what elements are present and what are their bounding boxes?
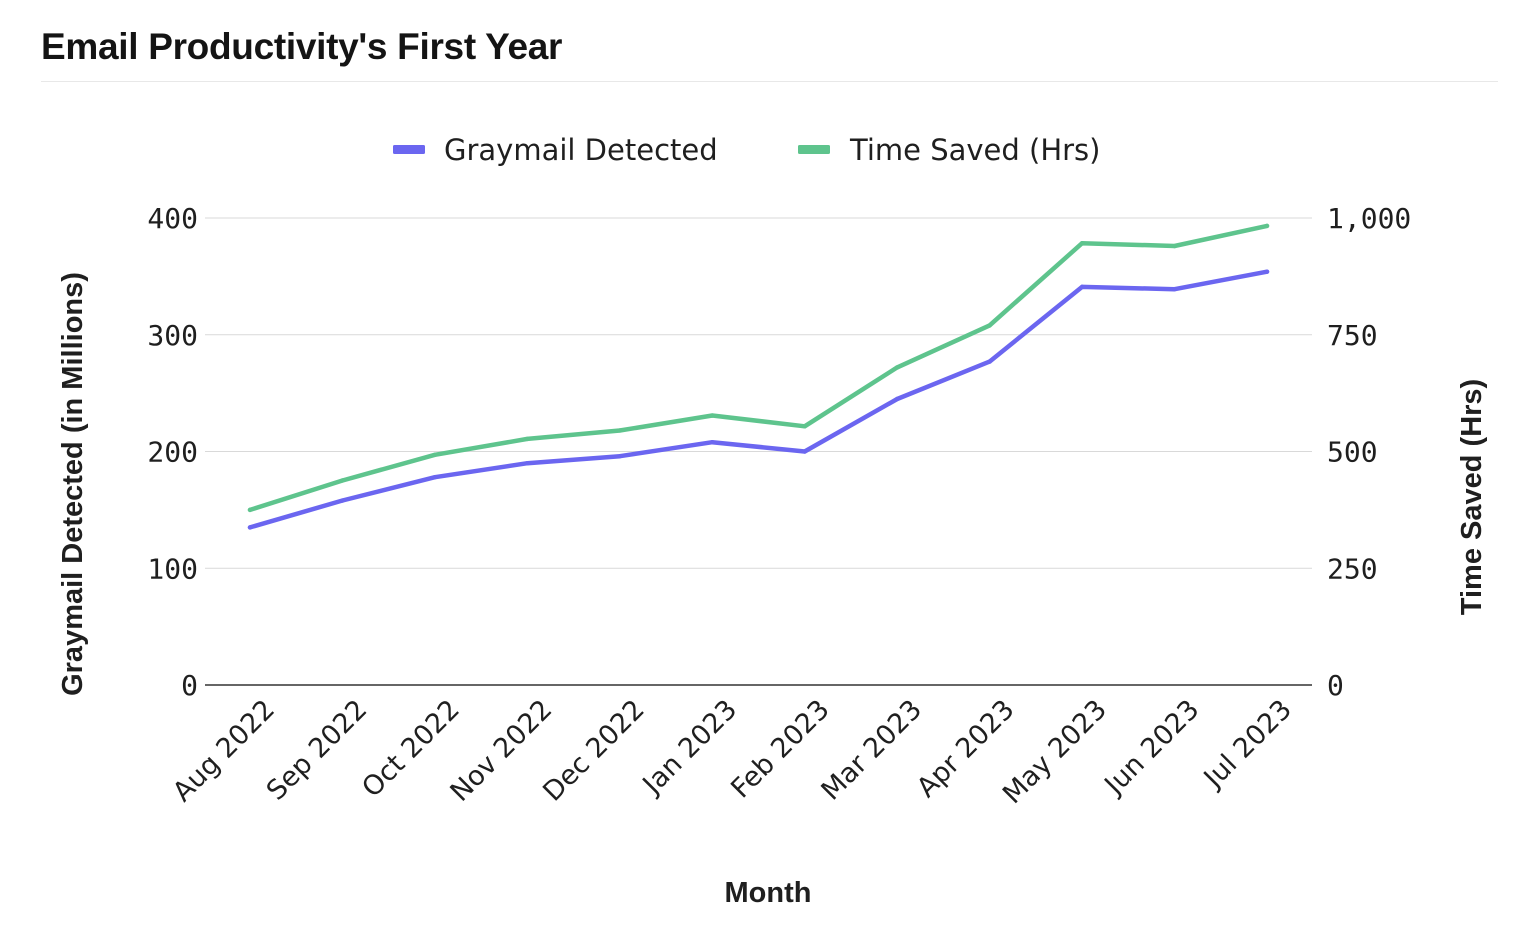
x-tick-label: Jul 2023 xyxy=(1197,694,1298,795)
data-point xyxy=(1264,269,1270,274)
grid-lines xyxy=(205,217,1312,686)
data-point xyxy=(1079,241,1085,246)
y2-tick-label: 250 xyxy=(1327,552,1378,585)
data-point xyxy=(802,449,807,454)
data-point xyxy=(432,474,438,480)
data-point xyxy=(894,396,900,402)
series-line-1 xyxy=(247,223,1270,513)
data-point xyxy=(802,424,807,429)
y-tick-label: 300 xyxy=(147,319,198,352)
data-point xyxy=(525,436,530,442)
x-tick-label: Aug 2022 xyxy=(167,694,281,808)
right-axis-ticks: 0 250 500 750 1,000 xyxy=(1327,202,1411,702)
data-point xyxy=(1264,223,1270,229)
data-point xyxy=(1079,284,1085,290)
left-axis-ticks: 0 100 200 300 400 xyxy=(147,202,198,702)
y-axis-title: Graymail Detected (in Millions) xyxy=(57,272,89,696)
data-point xyxy=(247,507,253,513)
y-tick-label: 0 xyxy=(181,669,198,702)
data-point xyxy=(1172,287,1177,292)
data-point xyxy=(1172,243,1177,249)
legend-swatch xyxy=(393,145,425,154)
y-tick-label: 400 xyxy=(147,202,198,235)
y2-tick-label: 750 xyxy=(1327,319,1378,352)
x-axis-title: Month xyxy=(725,877,812,909)
title-divider xyxy=(41,81,1498,82)
legend-label: Graymail Detected xyxy=(444,133,718,167)
legend-swatch xyxy=(798,145,830,154)
data-point xyxy=(340,498,345,503)
series-lines xyxy=(247,223,1270,530)
data-point xyxy=(340,478,345,483)
data-point xyxy=(987,359,992,364)
series-line-0 xyxy=(247,269,1270,530)
y2-tick-label: 500 xyxy=(1327,436,1378,469)
data-point xyxy=(617,428,623,433)
legend: Graymail Detected Time Saved (Hrs) xyxy=(393,133,1100,167)
x-tick-label: Mar 2023 xyxy=(816,694,929,807)
y2-tick-label: 0 xyxy=(1327,669,1344,702)
data-point xyxy=(710,439,715,445)
page-title: Email Productivity's First Year xyxy=(41,26,563,67)
data-point xyxy=(247,525,253,530)
y-tick-label: 200 xyxy=(147,436,198,469)
legend-label: Time Saved (Hrs) xyxy=(849,133,1100,167)
y2-axis-title: Time Saved (Hrs) xyxy=(1456,379,1488,615)
data-point xyxy=(617,453,623,459)
data-point xyxy=(710,413,715,418)
y2-tick-label: 1,000 xyxy=(1327,202,1411,235)
x-tick-label: Jun 2023 xyxy=(1098,694,1206,802)
data-point xyxy=(432,452,438,457)
y-tick-label: 100 xyxy=(147,552,198,585)
x-tick-label: Sep 2022 xyxy=(261,694,374,807)
x-tick-label: Dec 2022 xyxy=(537,694,651,808)
data-point xyxy=(987,323,992,328)
data-point xyxy=(894,365,900,370)
data-point xyxy=(525,460,530,466)
